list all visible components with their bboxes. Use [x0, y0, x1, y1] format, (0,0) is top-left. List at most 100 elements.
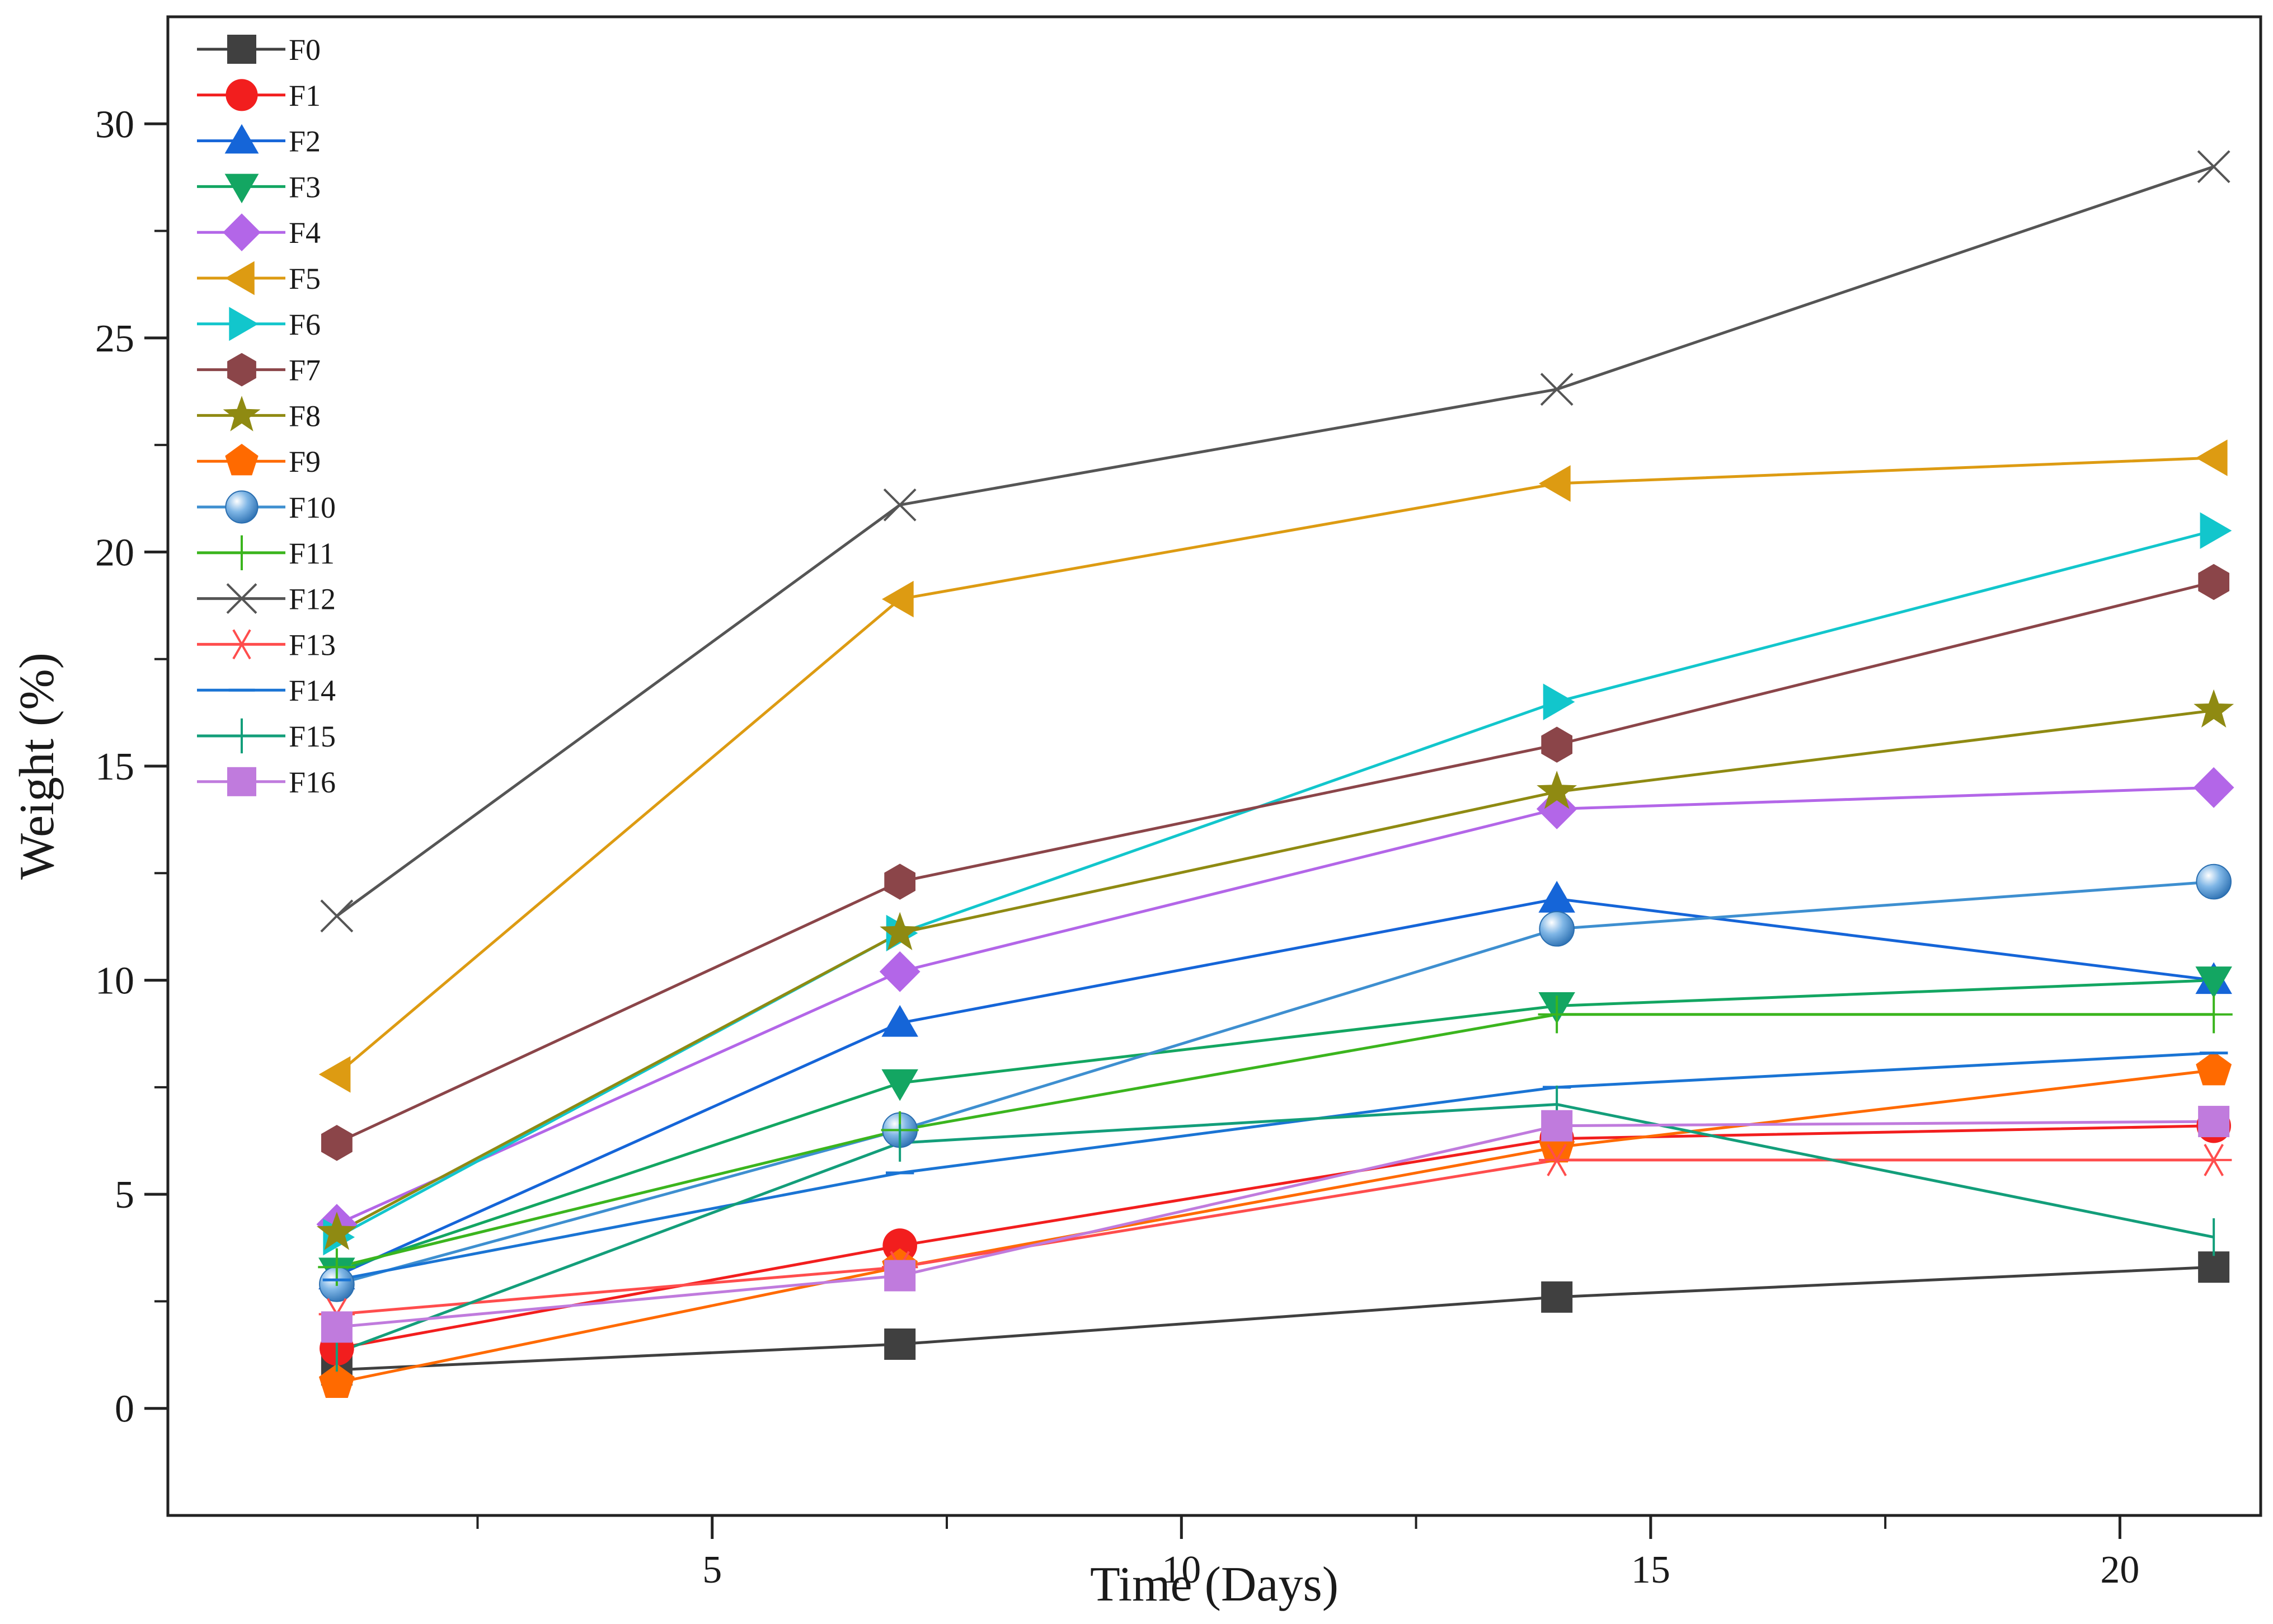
legend-item-f15: F15: [197, 718, 336, 754]
data-point-f5: [2195, 439, 2228, 476]
legend-label: F1: [289, 79, 321, 112]
legend-marker: [225, 629, 259, 660]
y-axis-title: Weight (%): [10, 653, 64, 880]
legend-label: F0: [289, 33, 321, 67]
data-point-f4: [1536, 788, 1577, 829]
legend-marker: [226, 583, 257, 614]
data-point-f8: [316, 1212, 357, 1250]
legend-item-f10: F10: [197, 490, 336, 524]
data-point-f9: [318, 1364, 355, 1398]
legend-label: F15: [289, 720, 336, 753]
legend-label: F7: [289, 354, 321, 387]
legend-marker: [225, 444, 259, 476]
data-point-f16: [1541, 1110, 1573, 1142]
series-markers-f15: [335, 1085, 2215, 1372]
series-markers-f7: [321, 564, 2229, 1161]
data-point-f7: [1541, 726, 1572, 763]
legend-label: F13: [289, 628, 336, 661]
legend-item-f13: F13: [197, 628, 336, 661]
legend-marker: [224, 535, 260, 570]
data-point-f5: [318, 1056, 351, 1093]
x-tick-label: 20: [2100, 1548, 2139, 1592]
legend-label: F4: [289, 216, 321, 250]
data-point-f2: [1538, 881, 1575, 913]
legend-marker: [224, 124, 259, 154]
data-point-f5: [882, 580, 914, 618]
data-point-f0: [884, 1328, 916, 1360]
data-point-f6: [2200, 512, 2232, 549]
data-point-f6: [1543, 683, 1575, 720]
legend-marker: [225, 490, 259, 524]
legend-item-f8: F8: [197, 396, 321, 433]
series-line-f13: [336, 1158, 2214, 1316]
legend-item-f6: F6: [197, 307, 321, 341]
legend-label: F9: [289, 445, 321, 478]
data-point-f16: [321, 1311, 353, 1343]
series-markers-f10: [319, 863, 2232, 1302]
data-point-f4: [879, 951, 921, 992]
series-line-f6: [336, 529, 2214, 1238]
legend: F0 F1 F2 F3 F4 F5 F6 F7 F8 F9 F10 F11 F12 F13 F14 F15 F1…: [197, 33, 336, 799]
data-point-f3: [2195, 966, 2232, 998]
series-line-f9: [336, 1068, 2214, 1384]
series-lines: [336, 165, 2214, 1384]
legend-label: F8: [289, 399, 321, 433]
legend-item-f16: F16: [197, 766, 336, 799]
series-line-f16: [336, 1120, 2214, 1329]
series-line-f11: [336, 1013, 2214, 1269]
legend-item-f0: F0: [197, 33, 321, 67]
data-point-f4: [2193, 767, 2234, 808]
legend-item-f3: F3: [197, 170, 321, 204]
legend-item-f5: F5: [197, 261, 321, 295]
x-tick-label: 5: [702, 1548, 722, 1592]
series-markers-f5: [318, 439, 2228, 1093]
y-tick-label: 0: [115, 1388, 134, 1431]
series-line-f14: [336, 1052, 2214, 1282]
legend-marker: [226, 79, 258, 111]
series-line-f7: [336, 580, 2214, 1144]
data-point-f7: [321, 1125, 353, 1161]
series-line-f15: [336, 1103, 2214, 1354]
data-point-f11: [2195, 996, 2233, 1034]
legend-marker: [224, 173, 259, 204]
data-point-f8: [2194, 689, 2234, 728]
y-tick-label: 30: [95, 103, 134, 146]
y-tick-label: 5: [115, 1174, 134, 1217]
legend-item-f4: F4: [197, 213, 321, 251]
series-markers-f6: [323, 512, 2232, 1256]
data-point-f13: [1538, 1144, 1575, 1176]
series-markers: [316, 150, 2234, 1398]
series-markers-f16: [321, 1106, 2230, 1343]
data-point-f10: [2196, 863, 2232, 900]
y-tick-label: 15: [95, 745, 134, 788]
legend-item-f7: F7: [197, 353, 321, 387]
x-tick-label: 10: [1162, 1548, 1201, 1592]
data-point-f16: [884, 1260, 916, 1292]
data-point-f12: [2197, 150, 2230, 184]
legend-item-f11: F11: [197, 535, 335, 570]
y-tick-label: 25: [95, 317, 134, 360]
legend-label: F16: [289, 766, 336, 799]
data-point-f7: [884, 863, 915, 900]
data-point-f12: [320, 899, 354, 933]
legend-item-f2: F2: [197, 124, 321, 158]
x-axis-title: Time (Days): [1090, 1557, 1339, 1612]
legend-label: F2: [289, 125, 321, 158]
legend-item-f14: F14: [197, 674, 336, 707]
data-point-f12: [883, 488, 917, 522]
series-line-f5: [336, 456, 2214, 1076]
data-point-f7: [2198, 564, 2229, 600]
plot-frame: [166, 15, 2262, 1517]
data-point-f3: [881, 1069, 918, 1101]
data-point-f5: [1539, 465, 1571, 502]
data-point-f16: [2198, 1106, 2230, 1138]
data-point-f2: [881, 1005, 918, 1037]
y-tick-label: 20: [95, 531, 134, 574]
series-line-f0: [336, 1265, 2214, 1372]
series-markers-f12: [320, 150, 2230, 933]
x-tick-label: 15: [1631, 1548, 1670, 1592]
data-point-f8: [1537, 771, 1577, 809]
legend-marker: [229, 307, 259, 341]
series-line-f10: [336, 880, 2214, 1286]
